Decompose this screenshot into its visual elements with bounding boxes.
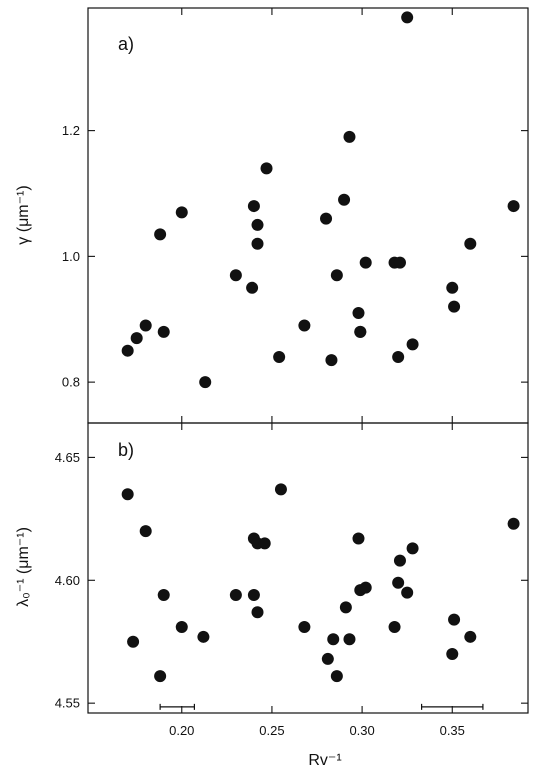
panel-a-y-tick-label: 1.0 [62,249,80,264]
panel-a-data-point [354,325,367,338]
panel-b-data-point [401,586,414,599]
panel-b-data-point [121,488,134,501]
panel-a-data-point [359,256,372,269]
panel-a-data-point [325,354,338,367]
panel-b-data-point [393,554,406,567]
panel-a-data-point [157,325,170,338]
panel-a-data-point [352,306,365,319]
panel-b-data-point [298,620,311,633]
panel-b-data-point [448,613,461,626]
panel-a-y-axis-label: γ (μm⁻¹) [15,185,32,244]
panel-a-data-point [130,332,143,345]
panel-b-data-point [343,633,356,646]
panel-a-y-tick-label: 0.8 [62,375,80,390]
x-tick-label: 0.35 [440,723,465,738]
panel-a-data-point [121,344,134,357]
panel-b-data-point [274,483,287,496]
panel-b-data-point [330,670,343,683]
panel-b-data-point [406,542,419,555]
panel-a-data-point [251,237,264,250]
panel-a-data-point [229,269,242,282]
panel-b-label: b) [118,440,134,460]
panel-b-data-point [352,532,365,545]
x-tick-label: 0.25 [259,723,284,738]
panel-a-data-point [338,193,351,206]
panel-b-data-point [175,620,188,633]
panel-b-data-point [392,576,405,589]
panel-a-data-point [343,130,356,143]
x-tick-label: 0.20 [169,723,194,738]
panel-b-data-point [388,620,401,633]
panel-a-data-point [247,200,260,213]
panel-b-data-point [446,648,459,661]
panel-a-label: a) [118,34,134,54]
panel-b-y-tick-label: 4.60 [55,573,80,588]
panel-b-data-point [154,670,167,683]
panel-a-data-point [139,319,152,332]
panel-a-data-point [251,218,264,231]
panel-b-data-point [247,589,260,602]
panel-b-y-axis-label: λ₀⁻¹ (μm⁻¹) [15,527,32,607]
panel-b-data-point [507,517,520,530]
panel-b-data-point [321,652,334,665]
panel-b-data-point [464,630,477,643]
panel-a-data-point [199,376,212,389]
panel-a-data-point [246,281,259,294]
panel-b-data-point [327,633,340,646]
panel-a-data-point [330,269,343,282]
panel-b-data-point [197,630,210,643]
panel-a-data-point [320,212,333,225]
x-axis-label: Rv⁻¹ [308,752,341,769]
panel-a-data-point [406,338,419,351]
panel-b-frame [87,422,529,714]
panel-a-y-tick-label: 1.2 [62,123,80,138]
panel-b-y-tick-label: 4.55 [55,696,80,711]
panel-a-data-point [175,206,188,219]
panel-a-data-point [464,237,477,250]
panel-a-data-point [448,300,461,313]
panel-b-plot: 0.20 0.25 0.30 0.35 4.55 4.60 4.65 [55,423,528,738]
panel-a-data-point [507,200,520,213]
panel-a-frame [87,7,529,424]
panel-a-data-point [392,350,405,363]
panel-b-data-point [258,537,271,550]
panel-b-data-point [339,601,352,614]
panel-b-data-point [359,581,372,594]
x-tick-label: 0.30 [349,723,374,738]
panel-a-data-point [446,281,459,294]
panel-a-data-point [273,350,286,363]
panel-a-data-point [401,11,414,24]
panel-b-data-point [229,589,242,602]
panel-a-data-point [154,228,167,241]
panel-b-data-point [139,525,152,538]
panel-a-data-point [393,256,406,269]
panel-a-plot: 0.8 1.0 1.2 [62,8,528,423]
panel-a-data-point [298,319,311,332]
panel-a-data-point [260,162,273,175]
panel-b-data-point [127,635,140,648]
panel-b-data-point [251,606,264,619]
panel-b-y-tick-label: 4.65 [55,450,80,465]
panel-b-data-point [157,589,170,602]
